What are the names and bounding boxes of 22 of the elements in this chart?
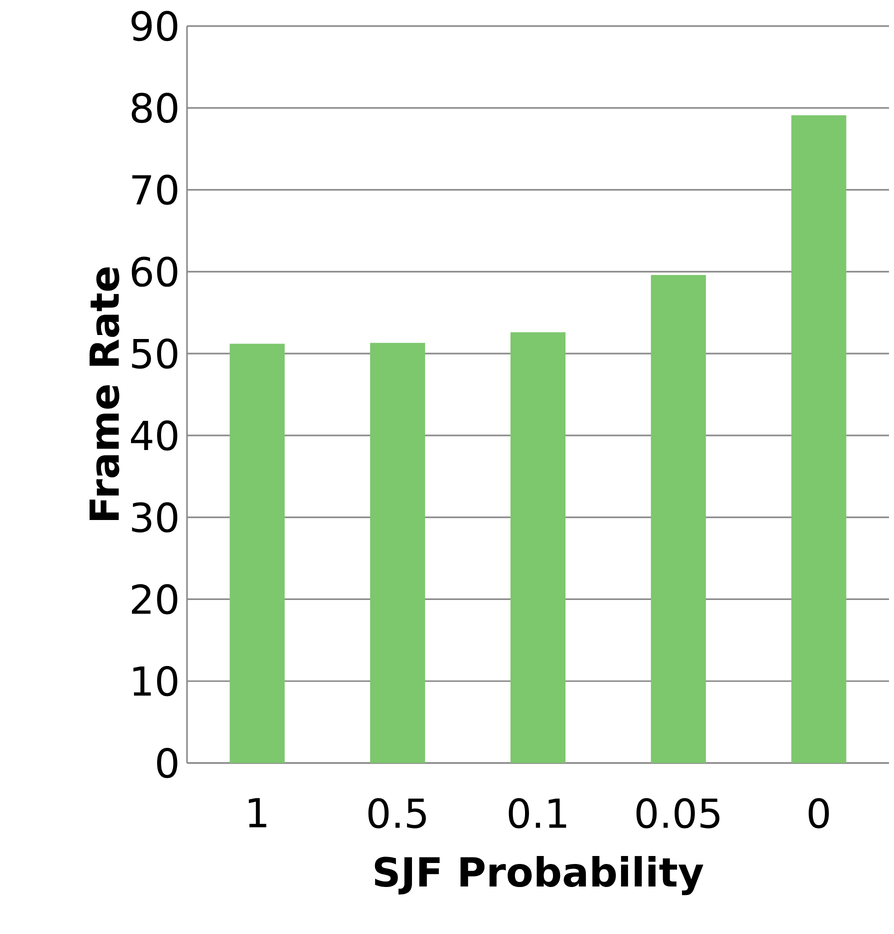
y-tick-label: 90 <box>132 10 178 42</box>
y-tick-label: 60 <box>132 256 178 287</box>
y-tick-label: 20 <box>132 584 178 614</box>
x-tick-label: 0.05 <box>636 798 720 828</box>
x-tick-label: 1 <box>248 798 266 828</box>
y-tick-label: 30 <box>132 502 178 532</box>
x-tick-label: 0.1 <box>508 798 566 828</box>
bar <box>510 332 566 763</box>
y-tick-label: 80 <box>132 92 178 124</box>
y-tick-label: 70 <box>132 174 178 205</box>
x-axis-title: SJF Probability <box>374 856 704 896</box>
y-tick-label: 0 <box>157 748 178 778</box>
y-tick-label: 10 <box>133 666 178 696</box>
bar <box>230 344 285 763</box>
bar <box>650 274 706 763</box>
bar <box>370 342 426 763</box>
y-tick-label: 50 <box>132 338 178 369</box>
y-axis-title: Frame Rate <box>90 267 120 520</box>
x-tick-label: 0 <box>808 798 829 828</box>
bar <box>791 115 846 763</box>
y-tick-label: 40 <box>130 420 178 451</box>
x-tick-label: 0.5 <box>368 798 426 828</box>
